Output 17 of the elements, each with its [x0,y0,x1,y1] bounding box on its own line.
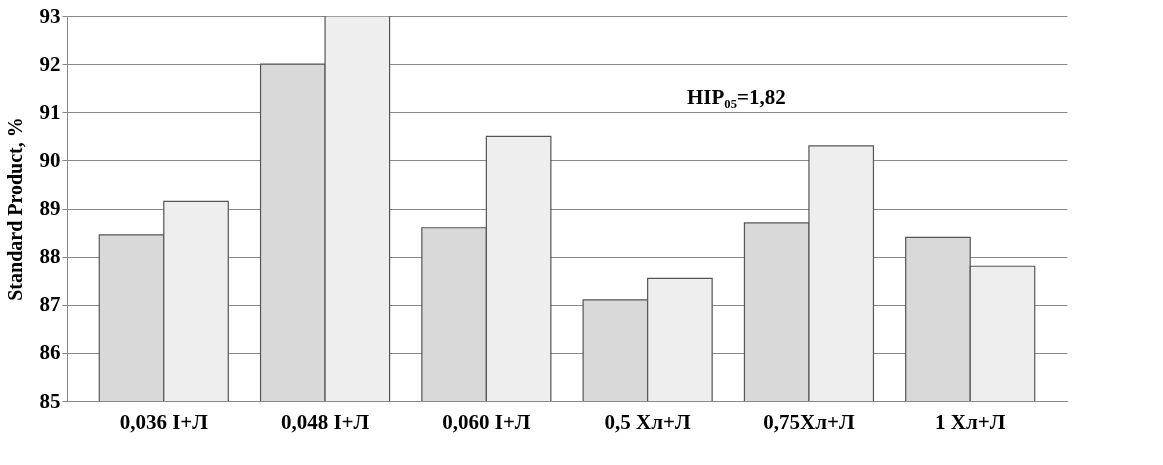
y-tick-label: 87 [39,292,61,317]
annotation: HIP₀₅=1,82 [687,85,786,109]
y-tick-label: 93 [39,3,61,28]
x-tick-label: 0,060 І+Л [442,409,531,434]
y-tick-label: 90 [39,147,61,172]
x-tick-label: 0,75Хл+Л [763,409,855,434]
y-tick-label: 89 [39,196,61,220]
y-tick-label: 91 [39,99,61,124]
y-tick-label: 85 [39,388,61,413]
y-tick-label: 92 [39,51,61,76]
y-tick-label: 88 [39,244,61,269]
x-tick-label: 0,5 Хл+Л [604,409,692,434]
x-tick-label: 1 Хл+Л [935,409,1006,434]
x-tick-label: 0,048 І+Л [280,409,370,434]
y-tick-label: 86 [39,340,61,365]
x-tick-label: 0,036 І+Л [119,409,209,434]
y-axis-title: Standard Product, % [3,117,26,301]
